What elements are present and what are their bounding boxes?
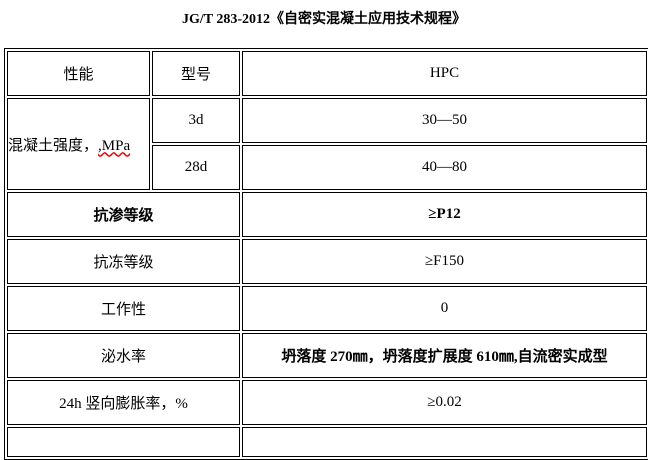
table-row: 混凝土强度，,MPa 3d 30—50 (7, 98, 647, 190)
strength-label-unit: ,MPa (98, 137, 131, 154)
table-row: 泌水率 坍落度 270㎜，坍落度扩展度 610㎜,自流密实成型 (7, 333, 647, 378)
strength-label: 混凝土强度，,MPa (7, 98, 150, 190)
table-row: 抗渗等级 ≥P12 (7, 192, 647, 237)
row-value: ≥P12 (242, 192, 647, 237)
table-header-row: 性能 型号 HPC (7, 51, 647, 96)
table-row: 工作性 0 (7, 286, 647, 331)
row-property: 24h 竖向膨胀率，% (7, 380, 240, 425)
row-value: 0 (242, 286, 647, 331)
strength-age-28d: 28d (152, 145, 240, 190)
table-row-partial (7, 427, 647, 457)
strength-value-3d: 30—50 (242, 98, 647, 143)
empty-cell (242, 427, 647, 457)
header-value: HPC (242, 51, 647, 96)
header-model: 型号 (152, 51, 240, 96)
header-property: 性能 (7, 51, 150, 96)
strength-age-3d: 3d (152, 98, 240, 143)
empty-cell (7, 427, 240, 457)
row-property: 抗渗等级 (7, 192, 240, 237)
row-property: 泌水率 (7, 333, 240, 378)
spec-table: 性能 型号 HPC 混凝土强度，,MPa 3d 30—50 28d 40—80 … (4, 48, 648, 460)
row-value: 坍落度 270㎜，坍落度扩展度 610㎜,自流密实成型 (242, 333, 647, 378)
row-value: ≥0.02 (242, 380, 647, 425)
row-property: 工作性 (7, 286, 240, 331)
document-title: JG/T 283-2012《自密实混凝土应用技术规程》 (181, 12, 467, 27)
strength-label-main: 混凝土强度， (8, 137, 99, 154)
strength-value-28d: 40—80 (242, 145, 647, 190)
table-row: 28d 40—80 (7, 145, 647, 190)
table-row: 24h 竖向膨胀率，% ≥0.02 (7, 380, 647, 425)
row-value: ≥F150 (242, 239, 647, 284)
row-property: 抗冻等级 (7, 239, 240, 284)
table-row: 抗冻等级 ≥F150 (7, 239, 647, 284)
